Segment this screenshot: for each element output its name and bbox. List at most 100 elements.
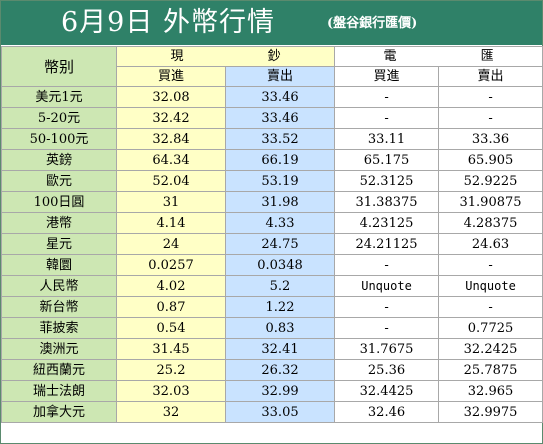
rate-table: 幣别 現 鈔 電 匯 買進 賣出 買進 賣出 美元1元 32.08 33.46- -5…	[1, 46, 543, 423]
table-row: 加拿大元 32 33.05 32.46 32.9975	[1, 401, 543, 423]
table-row: 人民幣 4.02 5.2 Unquote Unquote	[1, 275, 543, 297]
currency-name: 歐元	[1, 170, 117, 192]
header-cash: 現 鈔	[115, 46, 336, 67]
table-row: 100日圓 31 31.98 31.38375 31.90875	[1, 191, 543, 213]
header-row-group: 幣别 現 鈔 電 匯	[1, 46, 543, 87]
cash-sell-value: 33.46	[224, 107, 336, 129]
wire-sell-value: -	[438, 86, 543, 108]
wire-sell-value: 65.905	[438, 149, 543, 171]
cash-buy-value: 0.0257	[116, 254, 226, 276]
cash-sell-value: 33.52	[224, 128, 336, 150]
cash-buy-value: 4.14	[116, 212, 226, 234]
table-row: 美元1元 32.08 33.46- -	[1, 86, 543, 108]
wire-sell-value: 4.28375	[438, 212, 543, 234]
cash-sell-value: 5.2	[224, 275, 336, 297]
wire-sell-value: Unquote	[438, 275, 543, 297]
cash-sell-value: 66.19	[224, 149, 336, 171]
cash-buy-value: 64.34	[116, 149, 226, 171]
currency-name: 50-100元	[1, 128, 117, 150]
wire-buy-value: Unquote	[334, 275, 440, 297]
wire-buy-value: 52.3125	[334, 170, 440, 192]
table-row: 菲披索 0.54 0.83-0.7725	[1, 317, 543, 339]
currency-name: 星元	[1, 233, 117, 255]
cash-sell-value: 33.46	[224, 86, 336, 108]
cash-sell-value: 26.32	[224, 359, 336, 381]
cash-buy-value: 32.08	[116, 86, 226, 108]
wire-sell-value: 32.9975	[438, 401, 543, 423]
wire-buy-value: -	[334, 107, 440, 129]
cash-sell-value: 32.41	[224, 338, 336, 360]
header-currency: 幣别	[1, 46, 117, 87]
header-row-sub: 買進 賣出 買進 賣出	[2, 66, 543, 87]
table-row: 港幣 4.14 4.33 4.23125 4.28375	[1, 212, 543, 234]
cash-buy-value: 0.54	[116, 317, 226, 339]
cash-sell-value: 0.0348	[224, 254, 336, 276]
wire-sell-value: 32.2425	[438, 338, 543, 360]
cash-buy-value: 32	[116, 401, 226, 423]
page-title: 6月9日 外幣行情	[61, 7, 275, 38]
cash-sell-value: 33.05	[224, 401, 336, 423]
currency-name: 港幣	[1, 212, 117, 234]
wire-sell-value: -	[438, 296, 543, 318]
cash-buy-value: 32.03	[116, 380, 226, 402]
table-row: 星元 24 24.75 24.21125 24.63	[1, 233, 543, 255]
currency-name: 菲披索	[1, 317, 117, 339]
currency-name: 紐西蘭元	[1, 359, 117, 381]
cash-sell-value: 4.33	[224, 212, 336, 234]
wire-buy-value: -	[334, 86, 440, 108]
wire-sell-value: 33.36	[438, 128, 543, 150]
wire-buy-value: 4.23125	[334, 212, 440, 234]
wire-buy-value: 24.21125	[334, 233, 440, 255]
table-row: 新台幣 0.87 1.22- -	[1, 296, 543, 318]
wire-buy-value: 31.38375	[334, 191, 440, 213]
wire-buy-value: 33.11	[334, 128, 440, 150]
currency-name: 加拿大元	[1, 401, 117, 423]
table-row: 5-20元 32.42 33.46- -	[1, 107, 543, 129]
header-wire: 電 匯	[334, 46, 543, 67]
table-row: 50-100元 32.84 33.52 33.11 33.36	[1, 128, 543, 150]
table-row: 瑞士法朗 32.03 32.99 32.4425 32.965	[1, 380, 543, 402]
cash-buy-value: 52.04	[116, 170, 226, 192]
currency-name: 新台幣	[1, 296, 117, 318]
cash-buy-value: 24	[116, 233, 226, 255]
wire-buy-value: -	[334, 317, 440, 339]
currency-name: 韓圜	[1, 254, 117, 276]
table-row: 紐西蘭元 25.2 26.32 25.36 25.7875	[1, 359, 543, 381]
wire-buy-value: -	[334, 296, 440, 318]
currency-name: 100日圓	[1, 191, 117, 213]
wire-sell-value: -	[438, 107, 543, 129]
cash-sell-value: 32.99	[224, 380, 336, 402]
wire-buy-value: -	[334, 254, 440, 276]
wire-buy-value: 32.46	[334, 401, 440, 423]
header-wire-sell: 賣出	[438, 66, 543, 87]
currency-name: 人民幣	[1, 275, 117, 297]
cash-sell-value: 31.98	[224, 191, 336, 213]
currency-name: 澳洲元	[1, 338, 117, 360]
wire-sell-value: 24.63	[438, 233, 543, 255]
wire-sell-value: 0.7725	[438, 317, 543, 339]
currency-name: 瑞士法朗	[1, 380, 117, 402]
wire-buy-value: 31.7675	[334, 338, 440, 360]
cash-sell-value: 53.19	[224, 170, 336, 192]
cash-buy-value: 32.42	[116, 107, 226, 129]
header-cash-buy: 買進	[116, 66, 226, 87]
cash-buy-value: 31.45	[116, 338, 226, 360]
title-bar: 6月9日 外幣行情 (盤谷銀行匯價)	[1, 1, 542, 45]
cash-buy-value: 31	[116, 191, 226, 213]
cash-buy-value: 4.02	[116, 275, 226, 297]
cash-sell-value: 0.83	[224, 317, 336, 339]
wire-sell-value: 32.965	[438, 380, 543, 402]
wire-buy-value: 32.4425	[334, 380, 440, 402]
header-wire-buy: 買進	[334, 66, 440, 87]
cash-buy-value: 25.2	[116, 359, 226, 381]
cash-sell-value: 24.75	[224, 233, 336, 255]
cash-buy-value: 0.87	[116, 296, 226, 318]
currency-name: 5-20元	[1, 107, 117, 129]
wire-sell-value: 25.7875	[438, 359, 543, 381]
wire-buy-value: 65.175	[334, 149, 440, 171]
header-cash-sell: 賣出	[224, 66, 336, 87]
table-row: 韓圜 0.0257 0.0348- -	[1, 254, 543, 276]
wire-sell-value: -	[438, 254, 543, 276]
table-row: 英鎊 64.34 66.19 65.175 65.905	[1, 149, 543, 171]
